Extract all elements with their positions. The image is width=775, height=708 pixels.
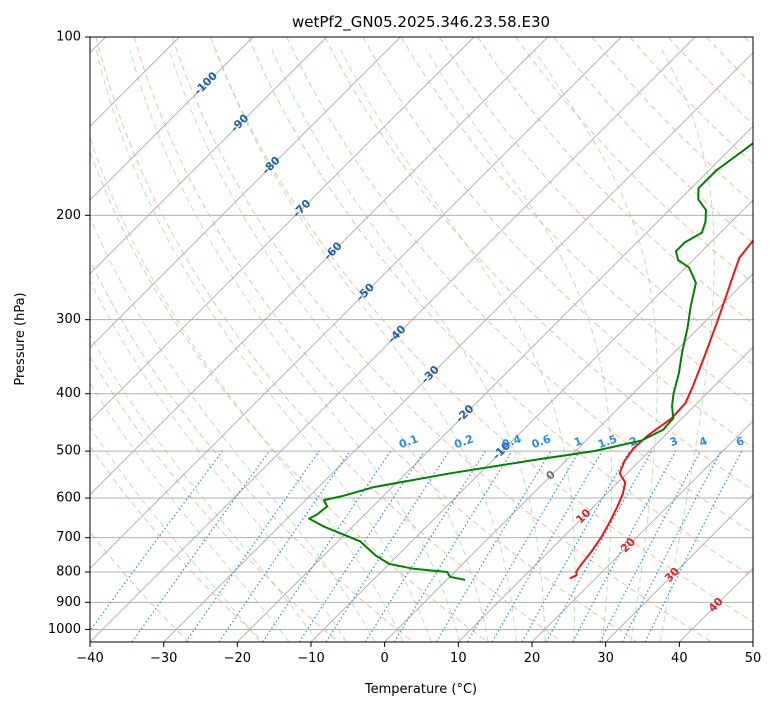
- isotherm-line: [237, 125, 753, 642]
- x-tick-label: −10: [297, 651, 324, 666]
- mixing-ratio-label: 0.4: [500, 432, 523, 451]
- mixing-ratio-line: [393, 450, 513, 642]
- mixing-ratio-line: [298, 450, 425, 642]
- dry-adiabat-line: [553, 37, 753, 244]
- moist-adiabat-line: [271, 49, 546, 642]
- isotherm-line: [605, 494, 753, 642]
- moist-adiabat-line: [90, 215, 376, 642]
- dry-adiabat-line: [90, 445, 264, 642]
- sounding-profiles: [308, 141, 753, 581]
- mixing-ratio-line: [644, 450, 743, 642]
- y-tick-label: 1000: [48, 622, 81, 637]
- moist-adiabat-line: [340, 49, 576, 642]
- mixing-ratio-line: [90, 450, 223, 632]
- dewpoint-profile-line: [308, 141, 753, 581]
- moist-adiabat-line: [95, 49, 432, 642]
- y-axis-label: Pressure (hPa): [13, 292, 28, 385]
- moist-adiabat-line: [168, 49, 489, 642]
- x-tick-label: 30: [597, 651, 614, 666]
- mixing-ratio-line: [185, 450, 320, 642]
- plot-frame: [89, 36, 754, 643]
- chart-title: wetPf2_GN05.2025.346.23.58.E30: [292, 13, 550, 32]
- dry-adiabat-line: [90, 259, 414, 642]
- dry-adiabat-line: [95, 37, 563, 642]
- isotherm-line: [90, 37, 475, 422]
- moist-adiabat-line: [90, 135, 404, 642]
- moist-adiabat-line: [215, 49, 517, 642]
- moist-adiabat-line: [90, 426, 261, 642]
- isotherm-line: [163, 52, 753, 642]
- mixing-ratio-line: [572, 450, 677, 642]
- axes: −40 −30 −20 −10 0 10 20 30 40 5010020030040050060…: [48, 30, 761, 667]
- mixing-ratio-label: 4: [697, 434, 709, 449]
- mixing-ratio-label: 3: [668, 434, 680, 449]
- mixing-ratio-line: [131, 450, 270, 642]
- mixing-ratio-line: [521, 450, 631, 642]
- x-tick-label: −20: [224, 651, 251, 666]
- isotherm-line: [90, 37, 254, 201]
- mixing-ratio-line: [262, 450, 392, 642]
- mixing-ratio-label: 0.2: [452, 432, 475, 451]
- mixing-ratio-label: 0.6: [530, 432, 553, 451]
- x-tick-label: 50: [745, 651, 762, 666]
- x-tick-label: 10: [450, 651, 467, 666]
- y-tick-label: 900: [56, 595, 81, 610]
- background-lines: [90, 37, 753, 642]
- dry-adiabat-line: [133, 37, 638, 642]
- y-tick-label: 400: [56, 386, 81, 401]
- moist-adiabat-line: [90, 382, 290, 642]
- moist-adiabat-line: [90, 279, 347, 642]
- y-tick-label: 100: [56, 30, 81, 45]
- y-tick-label: 200: [56, 208, 81, 223]
- dry-adiabat-line: [362, 37, 753, 449]
- y-tick-label: 500: [56, 444, 81, 459]
- moist-adiabat-line: [533, 49, 658, 642]
- x-tick-label: 40: [671, 651, 688, 666]
- x-tick-label: 20: [524, 651, 541, 666]
- dry-adiabat-line: [591, 37, 753, 204]
- moist-adiabat-line: [129, 49, 461, 642]
- y-tick-label: 800: [56, 565, 81, 580]
- mixing-ratio-line: [545, 450, 653, 642]
- x-tick-label: −30: [150, 651, 177, 666]
- x-axis-label: Temperature (°C): [364, 682, 477, 697]
- x-tick-label: 0: [381, 651, 389, 666]
- moist-adiabat-line: [90, 334, 319, 642]
- mixing-ratio-line: [325, 450, 450, 642]
- dry-adiabat-line: [438, 37, 753, 366]
- dry-adiabat-line: [210, 37, 753, 623]
- dry-adiabat-line: [90, 356, 339, 642]
- moist-adiabat-line: [425, 49, 613, 642]
- dry-adiabat-line: [400, 37, 753, 407]
- y-tick-label: 300: [56, 312, 81, 327]
- y-tick-label: 600: [56, 491, 81, 506]
- isotherm-line: [90, 37, 696, 642]
- isotherm-line: [90, 37, 548, 496]
- isotherm-line: [90, 37, 327, 275]
- isotherm-line: [384, 273, 753, 642]
- moist-adiabat-line: [659, 49, 715, 642]
- y-tick-label: 700: [56, 530, 81, 545]
- dry-adiabat-line: [171, 37, 712, 642]
- mixing-ratio-label: 1: [572, 434, 584, 449]
- temperature-profile-line: [569, 239, 753, 580]
- mixing-ratio-label: 0.1: [397, 432, 420, 451]
- x-tick-label: −40: [76, 651, 103, 666]
- dry-adiabat-line: [324, 37, 753, 491]
- isotherm-line: [531, 420, 753, 642]
- dry-adiabat-line: [248, 37, 753, 578]
- plot-area: [90, 37, 753, 642]
- dry-adiabat-line: [286, 37, 753, 534]
- mixing-ratio-line: [218, 450, 351, 642]
- mixing-ratio-label: 6: [734, 434, 746, 449]
- isotherm-line: [90, 37, 401, 348]
- isotherm-line: [90, 37, 622, 569]
- isotherm-line: [458, 346, 753, 642]
